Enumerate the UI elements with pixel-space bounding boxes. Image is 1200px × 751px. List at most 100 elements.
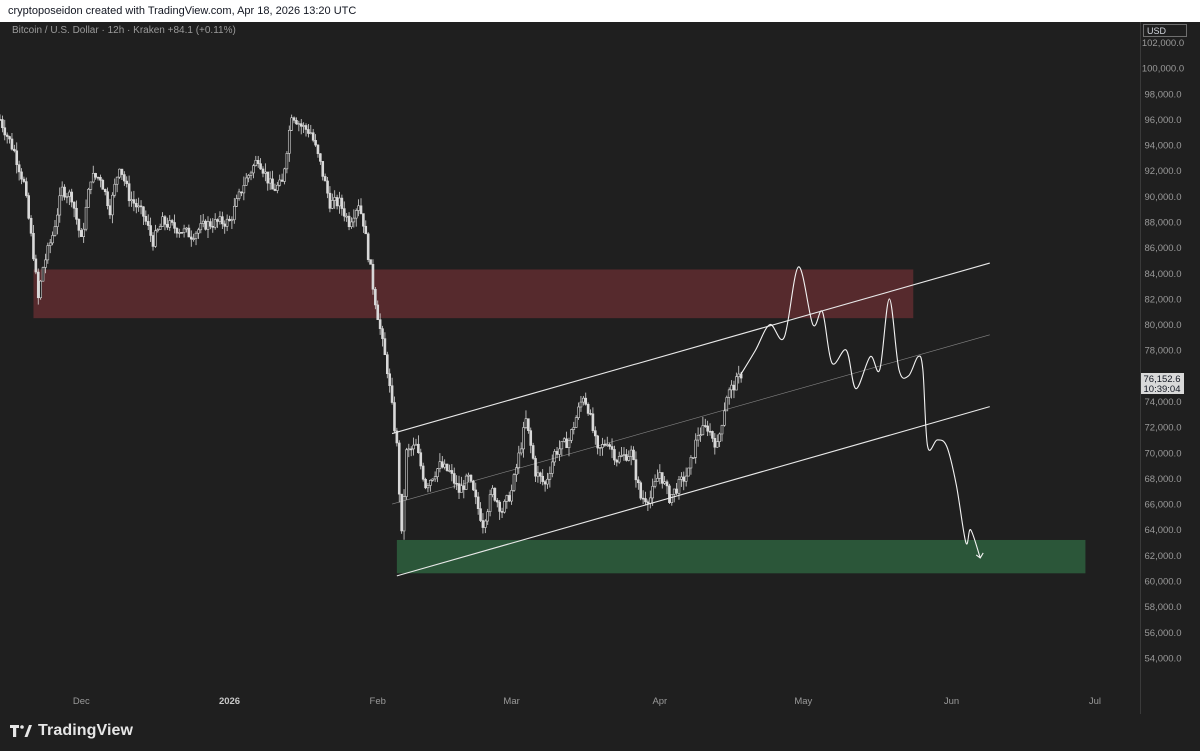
candle <box>347 212 351 231</box>
candle <box>503 499 506 514</box>
candle <box>302 122 305 133</box>
candle <box>689 455 693 475</box>
channel-middle-line[interactable] <box>392 334 990 505</box>
y-tick-label: 84,000.0 <box>1145 269 1182 280</box>
candle <box>328 186 332 213</box>
candle <box>154 224 157 248</box>
candle <box>8 135 11 144</box>
candle <box>570 428 573 444</box>
candle <box>137 197 140 212</box>
candle <box>278 174 282 187</box>
candle <box>232 197 236 224</box>
candle <box>687 467 690 477</box>
candle <box>197 227 200 239</box>
candle <box>180 232 183 234</box>
candle <box>646 499 650 511</box>
currency-selector[interactable]: USD <box>1143 24 1187 37</box>
candle <box>331 193 334 210</box>
projection-arrowhead <box>975 552 984 559</box>
y-tick-label: 98,000.0 <box>1145 89 1182 100</box>
candle <box>247 174 250 183</box>
channel-upper-line[interactable] <box>391 262 990 435</box>
candle <box>627 450 631 462</box>
candle <box>271 170 274 190</box>
bar-countdown: 10:39:04 <box>1144 384 1181 395</box>
candle <box>436 468 439 483</box>
candle <box>209 218 212 230</box>
channel-lower-line[interactable] <box>396 406 990 577</box>
candle <box>450 464 454 482</box>
current-price-label <box>1140 373 1184 394</box>
tradingview-logo-icon <box>10 725 32 737</box>
candle <box>680 472 683 487</box>
x-tick-label: 2026 <box>219 696 240 707</box>
candle <box>89 181 93 195</box>
candle <box>455 475 458 491</box>
chart-area[interactable] <box>0 22 1200 722</box>
candle <box>390 377 394 405</box>
candle <box>462 479 466 499</box>
y-tick-label: 100,000.0 <box>1142 64 1184 75</box>
candle <box>99 174 102 188</box>
candle <box>261 166 265 178</box>
tradingview-logo[interactable]: TradingView <box>10 722 133 740</box>
candle <box>166 217 169 230</box>
candle <box>407 443 411 458</box>
candle <box>280 173 284 182</box>
candle <box>484 519 487 534</box>
candle <box>589 409 592 416</box>
candle <box>115 176 119 193</box>
candle <box>0 114 2 121</box>
candle <box>10 132 14 151</box>
support-zone[interactable] <box>396 539 1086 574</box>
candle <box>397 440 401 503</box>
candle <box>672 488 676 503</box>
candle <box>383 332 387 356</box>
candle <box>593 426 597 445</box>
candle <box>613 445 616 465</box>
candle <box>350 217 353 229</box>
x-tick-label: Dec <box>73 696 90 707</box>
candle <box>185 227 188 233</box>
candle <box>562 437 566 443</box>
candle <box>173 214 176 234</box>
candle <box>359 198 363 215</box>
x-tick-label: Feb <box>370 696 386 707</box>
candle <box>675 483 678 496</box>
candle <box>223 220 227 234</box>
candle <box>108 198 112 219</box>
candle <box>718 432 721 448</box>
candle <box>491 485 494 498</box>
candle <box>409 446 413 457</box>
candle <box>481 513 485 534</box>
candle <box>357 199 360 217</box>
candle <box>75 200 78 225</box>
resistance-zone[interactable] <box>33 269 914 319</box>
candle <box>244 173 248 186</box>
candle <box>639 480 643 501</box>
candle <box>273 183 277 192</box>
candle <box>130 191 133 207</box>
candle <box>433 471 437 482</box>
y-tick-label: 92,000.0 <box>1145 166 1182 177</box>
candle <box>39 279 42 300</box>
candle <box>228 215 231 222</box>
candle <box>515 463 518 482</box>
candle <box>715 434 719 448</box>
price-chart[interactable]: 102,000.0 100,000.0 98,000.0 96,000.0 94,000… <box>0 0 1200 714</box>
candle <box>151 232 155 251</box>
candle <box>189 230 193 247</box>
projection-path[interactable] <box>740 266 981 559</box>
y-tick-label: 86,000.0 <box>1145 243 1182 254</box>
candle <box>582 395 585 406</box>
candle <box>94 172 97 180</box>
candle <box>417 435 420 454</box>
candle <box>362 213 365 233</box>
candle <box>512 473 516 493</box>
candle <box>419 448 423 470</box>
candle <box>252 163 255 179</box>
candle <box>91 165 95 184</box>
y-tick-label: 70,000.0 <box>1145 448 1182 459</box>
candle <box>519 442 523 456</box>
y-tick-label: 54,000.0 <box>1145 653 1182 664</box>
